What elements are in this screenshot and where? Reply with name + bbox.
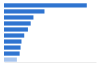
bar [4,3,87,7]
bar [4,9,44,13]
bar [4,21,31,25]
bar [4,27,28,31]
bar [4,39,21,43]
axis-line [5,62,97,63]
plot-area [4,3,87,61]
bar [4,45,21,49]
chart [0,0,100,71]
x-axis [5,62,97,63]
bar [4,57,17,61]
bar [4,51,20,55]
bar [4,33,24,37]
bar [4,15,33,19]
